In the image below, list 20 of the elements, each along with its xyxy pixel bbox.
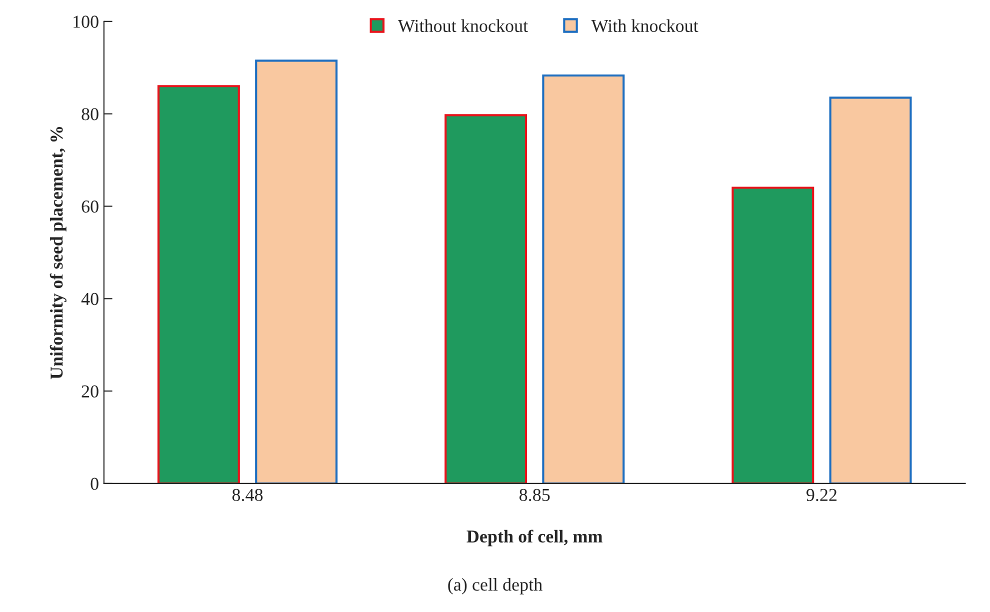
bar <box>255 60 338 484</box>
bar <box>157 85 240 484</box>
bar <box>542 74 625 484</box>
text: (a) cell depth <box>448 578 542 594</box>
x-tick-label: 8.48 <box>232 488 263 502</box>
y-tick-label: 80 <box>82 108 98 120</box>
bar <box>732 186 814 484</box>
x-tick-label: 8.85 <box>519 488 550 502</box>
legend-label: Without knockout <box>398 19 528 32</box>
y-axis-title: Uniformity of seed placement, % <box>50 127 66 380</box>
y-tick-label: 60 <box>82 200 98 213</box>
x-tick-label: 9.22 <box>806 488 837 502</box>
y-tick-label: 40 <box>81 292 98 306</box>
legend-label: With knockout <box>591 19 698 32</box>
y-tick-label: 20 <box>82 385 98 398</box>
y-tick-label: 100 <box>74 16 98 28</box>
bar <box>444 114 528 484</box>
y-tick-label: 0 <box>90 478 98 490</box>
bar <box>829 96 912 484</box>
x-axis-title: Depth of cell, mm <box>466 530 602 546</box>
